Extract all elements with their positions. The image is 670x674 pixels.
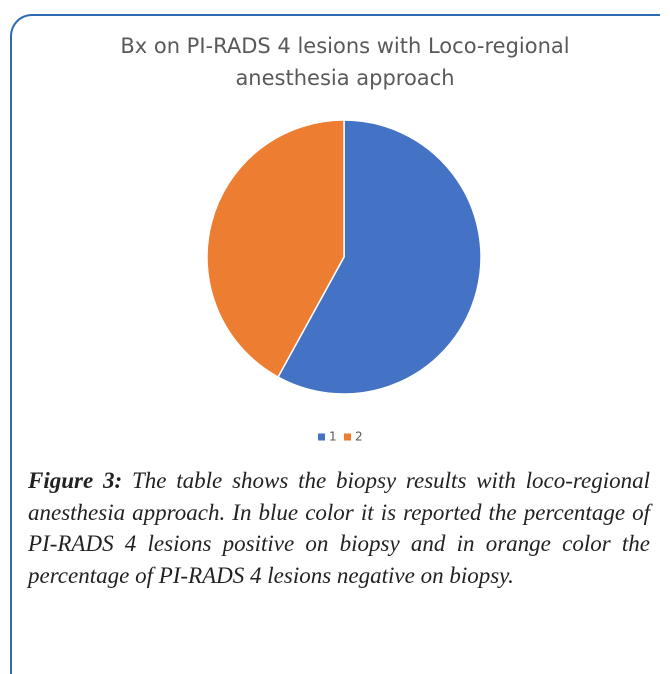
pie-slice xyxy=(206,119,345,379)
chart-title: Bx on PI-RADS 4 lesions with Loco-region… xyxy=(120,34,570,90)
legend-swatch xyxy=(344,433,351,441)
legend-label: 1 xyxy=(329,430,337,444)
pie-slice xyxy=(276,119,482,395)
legend-label: 2 xyxy=(355,430,363,444)
caption-label: Figure 3: xyxy=(28,468,123,493)
legend-swatch xyxy=(318,433,325,441)
page: Bx on PI-RADS 4 lesions with Loco-region… xyxy=(10,14,660,674)
frame xyxy=(10,14,660,674)
caption-text: The table shows the biopsy results with … xyxy=(28,468,650,588)
caption: Figure 3: The table shows the biopsy res… xyxy=(28,465,650,591)
